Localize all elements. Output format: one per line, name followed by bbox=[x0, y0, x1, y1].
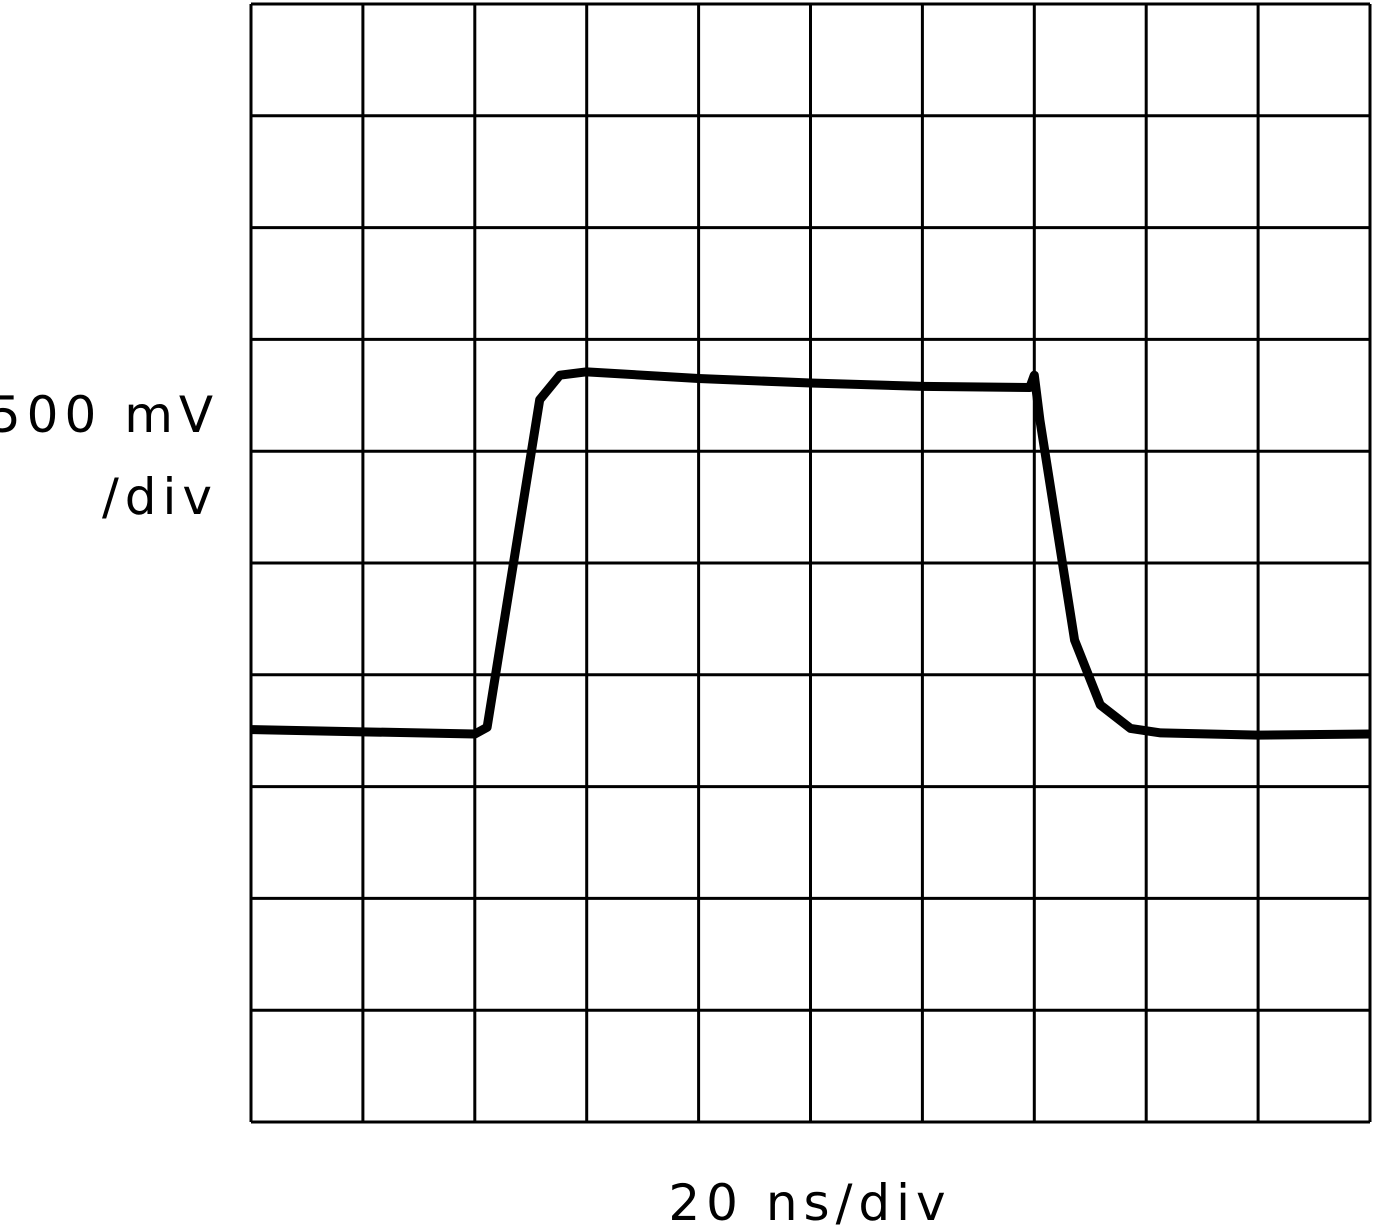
trace bbox=[250, 367, 1371, 740]
y-label: 500 mV bbox=[0, 386, 219, 444]
x-label: 20 ns/div bbox=[668, 1174, 951, 1232]
y-label: /div bbox=[102, 468, 218, 526]
